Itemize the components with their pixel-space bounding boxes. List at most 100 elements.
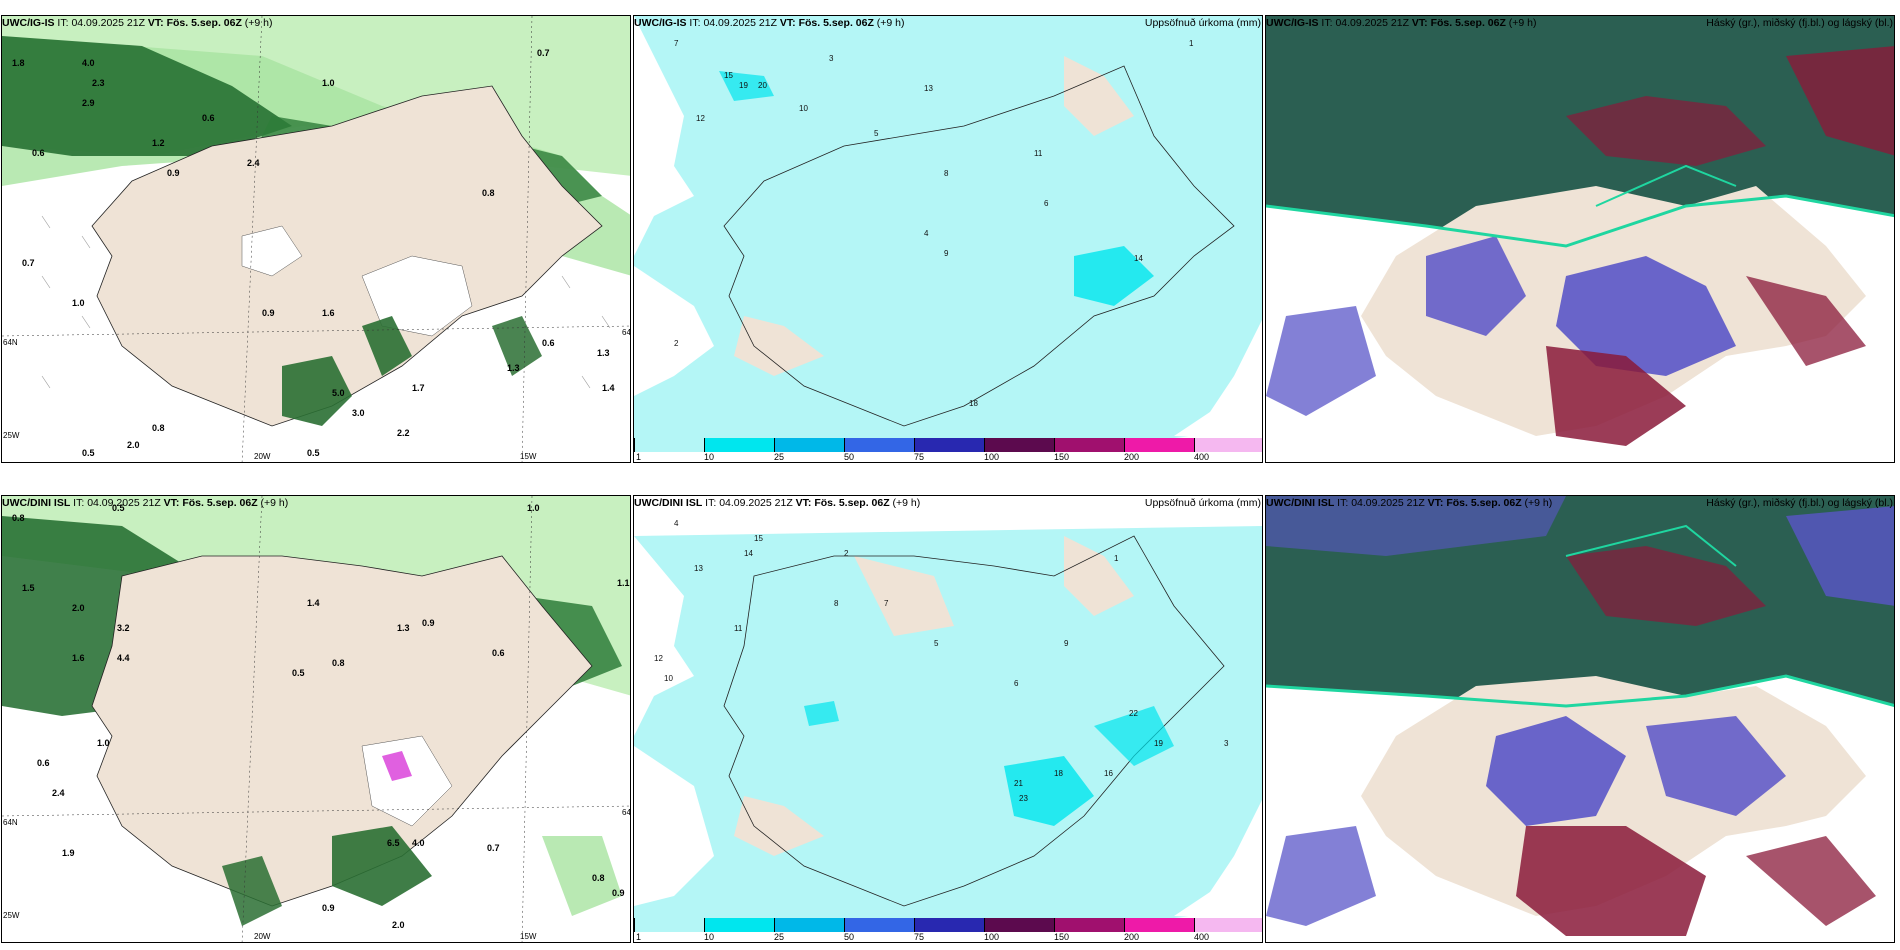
panel-ig-precip: 7 3 15 19 20 10 12 13 8 5 6 4 11 9 2 1 1… xyxy=(633,15,1263,463)
it-label: IT: xyxy=(1321,17,1333,29)
colorbar-swatch xyxy=(984,918,1054,932)
lon-label: 15W xyxy=(520,932,537,941)
lead-time: (+9 h) xyxy=(1524,497,1553,509)
panel-ig-wind: 1.8 2.3 4.0 2.9 1.0 0.7 0.6 1.2 2.4 0.8 … xyxy=(1,15,631,463)
vt-label: VT: Fös. 5.sep. 06Z xyxy=(147,17,242,29)
panel-header: UWC/DINI ISL IT: 04.09.2025 21Z VT: Fös.… xyxy=(1265,495,1895,511)
it-label: IT: xyxy=(73,497,85,509)
panel-dini-wind: 0.8 0.5 1.5 2.0 3.2 4.4 1.6 1.0 0.9 0.5 … xyxy=(1,495,631,943)
lon-label: 20W xyxy=(254,452,271,461)
model-name: UWC/DINI ISL xyxy=(634,497,703,509)
colorbar-label: 200 xyxy=(1124,932,1140,942)
it-value: 04.09.2025 21Z xyxy=(719,497,793,509)
colorbar-swatch xyxy=(914,918,984,932)
lead-time: (+9 h) xyxy=(892,497,921,509)
panel-header: UWC/IG-IS IT: 04.09.2025 21Z VT: Fös. 5.… xyxy=(1265,15,1895,31)
colorbar-label: 10 xyxy=(704,452,715,462)
colorbar-label: 25 xyxy=(774,932,785,942)
colorbar-label: 50 xyxy=(844,932,855,942)
wind-map xyxy=(2,496,630,942)
colorbar-swatch xyxy=(844,438,914,452)
lon-label: 15W xyxy=(520,452,537,461)
colorbar-swatch xyxy=(704,438,774,452)
panel-title: Háský (gr.), miðský (fj.bl.) og lágský (… xyxy=(1706,17,1893,29)
it-value: 04.09.2025 21Z xyxy=(1335,17,1409,29)
colorbar-label: 1 xyxy=(636,452,642,462)
model-name: UWC/IG-IS xyxy=(2,17,55,29)
panel-ig-cloud xyxy=(1265,15,1895,463)
panel-dini-cloud xyxy=(1265,495,1895,943)
colorbar-label: 100 xyxy=(984,932,1000,942)
vt-label: VT: Fös. 5.sep. 06Z xyxy=(1427,497,1522,509)
colorbar-swatch xyxy=(1054,438,1124,452)
cloud-map xyxy=(1266,496,1894,942)
panel-dini-precip: 4 13 14 15 12 10 11 8 5 6 3 2 1 9 7 21 2… xyxy=(633,495,1263,943)
wind-map xyxy=(2,16,630,462)
colorbar-label: 75 xyxy=(914,452,925,462)
colorbar-label: 200 xyxy=(1124,452,1140,462)
lead-time: (+9 h) xyxy=(244,17,273,29)
colorbar-label: 75 xyxy=(914,932,925,942)
it-value: 04.09.2025 21Z xyxy=(87,497,161,509)
panel-title: Háský (gr.), miðský (fj.bl.) og lágský (… xyxy=(1706,497,1893,509)
colorbar-label: 50 xyxy=(844,452,855,462)
colorbar-label: 1 xyxy=(636,932,642,942)
model-name: UWC/DINI ISL xyxy=(2,497,71,509)
it-value: 04.09.2025 21Z xyxy=(703,17,777,29)
precip-map xyxy=(634,496,1262,942)
lead-time: (+9 h) xyxy=(1508,17,1537,29)
colorbar-label: 400 xyxy=(1194,452,1210,462)
vt-label: VT: Fös. 5.sep. 06Z xyxy=(795,497,890,509)
it-value: 04.09.2025 21Z xyxy=(71,17,145,29)
colorbar-swatch xyxy=(774,918,844,932)
colorbar-swatch xyxy=(1124,438,1194,452)
it-label: IT: xyxy=(705,497,717,509)
colorbar-label: 400 xyxy=(1194,932,1210,942)
colorbar-swatch xyxy=(1054,918,1124,932)
lat-label: 64N xyxy=(622,328,631,337)
it-label: IT: xyxy=(689,17,701,29)
precip-colorbar: 1 10 25 50 75 100 150 200 400 xyxy=(634,438,1262,462)
lead-time: (+9 h) xyxy=(876,17,905,29)
colorbar-swatch xyxy=(914,438,984,452)
panel-title: Uppsöfnuð úrkoma (mm) xyxy=(1144,497,1261,509)
panel-header: UWC/DINI ISL IT: 04.09.2025 21Z VT: Fös.… xyxy=(633,495,1263,511)
colorbar-swatch xyxy=(1194,438,1262,452)
lat-label: 25W xyxy=(3,431,20,440)
colorbar-swatch xyxy=(984,438,1054,452)
lat-label: 64N xyxy=(3,818,18,827)
lat-label: 64N xyxy=(3,338,18,347)
colorbar-swatch xyxy=(844,918,914,932)
colorbar-swatch xyxy=(1124,918,1194,932)
colorbar-swatch xyxy=(634,438,704,452)
model-name: UWC/IG-IS xyxy=(634,17,687,29)
vt-label: VT: Fös. 5.sep. 06Z xyxy=(779,17,874,29)
panel-header: UWC/IG-IS IT: 04.09.2025 21Z VT: Fös. 5.… xyxy=(633,15,1263,31)
colorbar-label: 150 xyxy=(1054,932,1070,942)
lat-label: 64N xyxy=(622,808,631,817)
lead-time: (+9 h) xyxy=(260,497,289,509)
lon-label: 20W xyxy=(254,932,271,941)
colorbar-swatch xyxy=(1194,918,1262,932)
panel-header: UWC/IG-IS IT: 04.09.2025 21Z VT: Fös. 5.… xyxy=(1,15,631,31)
it-label: IT: xyxy=(1337,497,1349,509)
lat-label: 25W xyxy=(3,911,20,920)
precip-map xyxy=(634,16,1262,462)
colorbar-label: 25 xyxy=(774,452,785,462)
panel-header: UWC/DINI ISL IT: 04.09.2025 21Z VT: Fös.… xyxy=(1,495,631,511)
cloud-map xyxy=(1266,16,1894,462)
vt-label: VT: Fös. 5.sep. 06Z xyxy=(1411,17,1506,29)
model-name: UWC/IG-IS xyxy=(1266,17,1319,29)
colorbar-label: 150 xyxy=(1054,452,1070,462)
colorbar-swatch xyxy=(634,918,704,932)
colorbar-label: 10 xyxy=(704,932,715,942)
it-value: 04.09.2025 21Z xyxy=(1351,497,1425,509)
panel-title: Uppsöfnuð úrkoma (mm) xyxy=(1144,17,1261,29)
it-label: IT: xyxy=(57,17,69,29)
colorbar-label: 100 xyxy=(984,452,1000,462)
colorbar-swatch xyxy=(774,438,844,452)
model-name: UWC/DINI ISL xyxy=(1266,497,1335,509)
vt-label: VT: Fös. 5.sep. 06Z xyxy=(163,497,258,509)
colorbar-swatch xyxy=(704,918,774,932)
precip-colorbar: 1 10 25 50 75 100 150 200 400 xyxy=(634,918,1262,942)
